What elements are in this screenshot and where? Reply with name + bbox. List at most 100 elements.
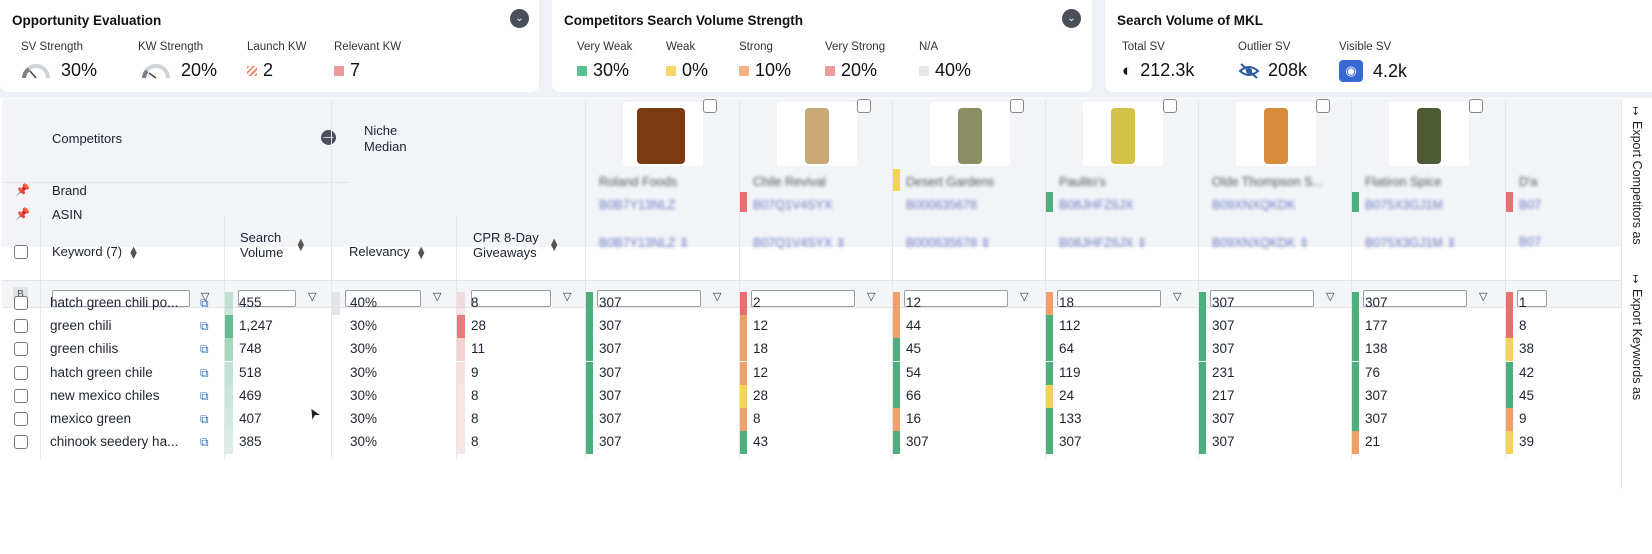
row-checkbox[interactable] — [14, 435, 28, 450]
competitor-filter-input[interactable] — [751, 290, 855, 307]
sort-icon[interactable]: ▲ ▼ — [415, 243, 427, 262]
external-link-icon[interactable]: ⧉ — [200, 388, 209, 403]
external-link-icon[interactable]: ⧉ — [200, 435, 209, 450]
filter-icon[interactable]: ▽ — [1326, 291, 1335, 303]
competitor-select-checkbox[interactable] — [1010, 99, 1024, 113]
filter-icon[interactable]: ▽ — [201, 291, 210, 303]
cpr-heat-bar — [457, 408, 465, 431]
competitor-filter-input[interactable] — [597, 290, 701, 307]
competitor-rank-cell: 45 — [906, 341, 922, 357]
row-checkbox[interactable] — [14, 342, 28, 357]
external-link-icon[interactable]: ⧉ — [200, 296, 209, 310]
export-icon[interactable]: ↧ — [1631, 106, 1641, 118]
summary-strip: Opportunity Evaluation ⌄ SV Strength 30%… — [0, 0, 1652, 98]
kw-strength-label: KW Strength — [138, 41, 204, 53]
filter-icon[interactable]: ▽ — [713, 291, 722, 303]
eye-icon[interactable]: ◉ — [1339, 60, 1363, 82]
filter-icon[interactable]: ▽ — [433, 291, 442, 303]
competitor-rank-bar — [1199, 431, 1206, 455]
competitor-rank-bar — [1506, 408, 1513, 431]
competitor-rank-cell: 307 — [599, 411, 622, 426]
chevron-down-icon[interactable]: ⌄ — [510, 9, 529, 28]
keyword-column-header[interactable]: Keyword (7) ▲ ▼ — [52, 243, 139, 262]
competitor-rank-bar — [740, 338, 747, 362]
strong-label: Strong — [739, 41, 773, 53]
niche-median-label: Niche Median — [364, 123, 407, 154]
competitor-brand: Roland Foods — [599, 175, 677, 189]
competitor-select-checkbox[interactable] — [703, 99, 717, 113]
external-link-icon[interactable]: ⧉ — [200, 365, 209, 380]
search-volume-column-header[interactable]: Search Volume ▲ ▼ — [240, 230, 306, 260]
filter-icon[interactable]: ▽ — [308, 291, 317, 303]
cpr-filter-input[interactable] — [471, 290, 551, 307]
competitor-select-checkbox[interactable] — [857, 99, 871, 113]
sort-icon[interactable]: ▲ ▼ — [548, 236, 560, 254]
competitor-brand: Olde Thompson S... — [1212, 175, 1323, 189]
competitor-select-checkbox[interactable] — [1163, 99, 1177, 113]
competitor-rank-cell: 138 — [1365, 341, 1388, 357]
swatch-icon — [577, 65, 587, 76]
competitor-rank-bar — [893, 431, 900, 455]
table-row[interactable]: green chilis ⧉ 748 30% 11 307 18 45 64 307 138 38 — [2, 338, 1621, 362]
opportunity-title: Opportunity Evaluation — [12, 13, 162, 28]
collapse-icon[interactable]: — — [321, 130, 336, 145]
export-keywords-button[interactable]: Export Keywords as — [1630, 289, 1644, 401]
column-divider — [1045, 99, 1046, 459]
table-row[interactable]: new mexico chiles ⧉ 469 30% 8 307 28 66 24 217 307… — [2, 384, 1621, 408]
table-row[interactable]: hatch green chili po... ⧉ 455 40% 8 307 2 12 18 3… — [2, 292, 1621, 315]
competitor-rank-bar — [1199, 408, 1206, 431]
external-link-icon[interactable]: ⧉ — [200, 319, 209, 334]
competitor-filter-input[interactable] — [904, 290, 1008, 307]
competitor-rank-bar — [893, 292, 900, 315]
competitor-rank-bar — [1506, 431, 1513, 455]
sv-heat-bar — [225, 361, 233, 385]
competitor-rank-bar — [1352, 315, 1359, 339]
pin-icon[interactable]: 📌 — [15, 207, 30, 221]
filter-icon[interactable]: ▽ — [1020, 291, 1029, 303]
competitor-select-checkbox[interactable] — [1316, 99, 1330, 113]
export-icon[interactable]: ↧ — [1631, 274, 1641, 286]
sort-icon[interactable]: ▲ ▼ — [295, 236, 307, 254]
competitor-filter-input[interactable] — [1363, 290, 1467, 307]
external-link-icon[interactable]: ⧉ — [200, 412, 209, 426]
competitors-sv-title: Competitors Search Volume Strength — [564, 13, 804, 28]
competitor-asin: B09XNXQKDK — [1212, 198, 1296, 212]
very-strong-number: 20% — [841, 60, 878, 80]
cpr-heat-bar — [457, 361, 465, 385]
pin-icon[interactable]: 📌 — [15, 183, 30, 197]
keyword-filter-input[interactable] — [52, 290, 190, 307]
relevancy-filter-input[interactable] — [345, 290, 421, 307]
row-checkbox[interactable] — [14, 388, 28, 403]
competitor-rank-cell: 307 — [599, 364, 622, 380]
table-row[interactable]: hatch green chile ⧉ 518 30% 9 307 12 54 119 231 76… — [2, 361, 1621, 385]
competitor-select-checkbox[interactable] — [1469, 99, 1483, 113]
row-checkbox[interactable] — [14, 296, 28, 310]
competitor-rank-bar — [1199, 361, 1206, 385]
row-checkbox[interactable] — [14, 412, 28, 426]
swatch-icon — [739, 65, 749, 76]
relevancy-column-header[interactable]: Relevancy ▲ ▼ — [349, 243, 427, 262]
competitor-filter-input[interactable] — [1210, 290, 1314, 307]
strong-value: 10% — [739, 60, 791, 81]
competitor-filter-input[interactable] — [1057, 290, 1161, 307]
competitor-asin-header: B000635678 ⇕ — [906, 236, 991, 250]
cpr-heat-bar — [457, 315, 465, 339]
filter-icon[interactable]: ▽ — [1479, 291, 1488, 303]
sort-icon[interactable]: ▲ ▼ — [128, 243, 139, 262]
external-link-icon[interactable]: ⧉ — [200, 342, 209, 357]
table-row[interactable]: chinook seedery ha... ⧉ 385 30% 8 307 43 307 307… — [2, 431, 1621, 455]
table-row[interactable]: green chili ⧉ 1,247 30% 28 307 12 44 112 307 177 8 — [2, 315, 1621, 339]
filter-icon[interactable]: ▽ — [1173, 291, 1182, 303]
sv-filter-input[interactable] — [238, 290, 296, 307]
relevancy-header-label: Relevancy — [349, 244, 410, 259]
table-row[interactable]: mexico green ⧉ 407 30% 8 307 8 16 133 307 307 9 — [2, 408, 1621, 431]
row-checkbox[interactable] — [14, 319, 28, 334]
chevron-down-icon[interactable]: ⌄ — [1062, 9, 1081, 28]
export-competitors-button[interactable]: Export Competitors as — [1630, 121, 1644, 245]
filter-icon[interactable]: ▽ — [563, 291, 572, 303]
competitor-filter-input[interactable] — [1517, 290, 1547, 307]
row-checkbox[interactable] — [14, 365, 28, 380]
filter-icon[interactable]: ▽ — [867, 291, 876, 303]
select-all-checkbox[interactable] — [14, 245, 28, 259]
cpr-column-header[interactable]: CPR 8-Day Giveaways ▲ ▼ — [473, 230, 560, 260]
